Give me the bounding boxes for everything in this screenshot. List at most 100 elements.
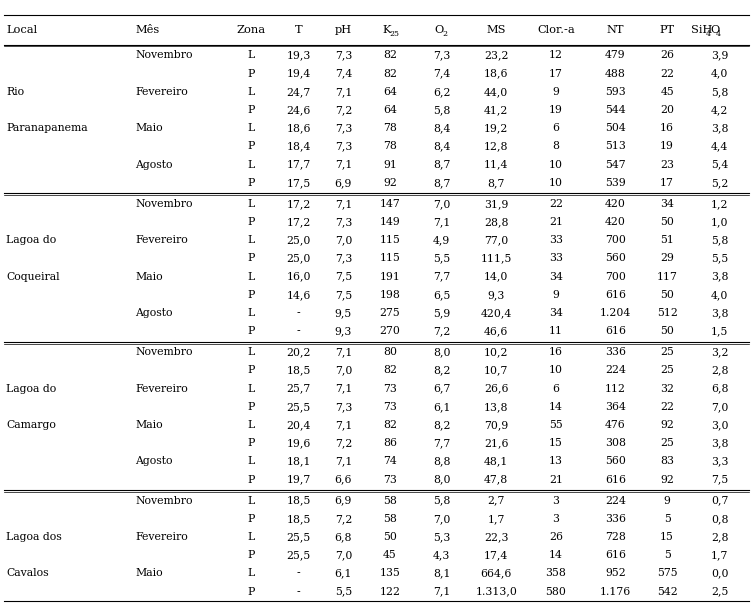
- Text: 8,2: 8,2: [433, 420, 451, 430]
- Text: Zona: Zona: [237, 25, 266, 35]
- Text: 10,7: 10,7: [484, 365, 508, 376]
- Text: 9,5: 9,5: [335, 308, 352, 318]
- Text: 1,7: 1,7: [487, 514, 505, 524]
- Text: 575: 575: [657, 569, 677, 578]
- Text: 22: 22: [660, 402, 674, 412]
- Text: 9: 9: [664, 495, 671, 506]
- Text: 476: 476: [605, 420, 626, 430]
- Text: 91: 91: [383, 160, 397, 169]
- Text: 32: 32: [660, 384, 674, 394]
- Text: P: P: [247, 402, 255, 412]
- Text: 16,0: 16,0: [286, 272, 311, 282]
- Text: Agosto: Agosto: [135, 308, 173, 318]
- Text: 7,1: 7,1: [335, 199, 352, 209]
- Text: 7,3: 7,3: [335, 50, 352, 60]
- Text: 14,6: 14,6: [286, 290, 311, 300]
- Text: 7,5: 7,5: [335, 272, 352, 282]
- Text: 616: 616: [605, 290, 626, 300]
- Text: -: -: [297, 326, 300, 336]
- Text: 58: 58: [383, 495, 397, 506]
- Text: 73: 73: [383, 384, 397, 394]
- Text: 26,6: 26,6: [484, 384, 508, 394]
- Text: -: -: [297, 308, 300, 318]
- Text: 6,9: 6,9: [335, 495, 352, 506]
- Text: 31,9: 31,9: [484, 199, 508, 209]
- Text: 12: 12: [549, 50, 562, 60]
- Text: 5,9: 5,9: [433, 308, 451, 318]
- Text: 117: 117: [656, 272, 677, 282]
- Text: Maio: Maio: [135, 272, 163, 282]
- Text: 25: 25: [660, 365, 674, 376]
- Text: 2,5: 2,5: [711, 587, 728, 597]
- Text: 19: 19: [549, 105, 562, 115]
- Text: 24,6: 24,6: [286, 105, 311, 115]
- Text: 7,5: 7,5: [335, 290, 352, 300]
- Text: P: P: [247, 290, 255, 300]
- Text: 19,7: 19,7: [287, 475, 311, 485]
- Text: 3,8: 3,8: [711, 123, 728, 133]
- Text: 115: 115: [379, 253, 400, 263]
- Text: 23: 23: [660, 160, 674, 169]
- Text: 73: 73: [383, 475, 397, 485]
- Text: 8,7: 8,7: [433, 160, 451, 169]
- Text: 7,3: 7,3: [335, 402, 352, 412]
- Text: 14,0: 14,0: [484, 272, 508, 282]
- Text: 7,0: 7,0: [433, 514, 451, 524]
- Text: P: P: [247, 178, 255, 188]
- Text: 50: 50: [383, 532, 397, 542]
- Text: 47,8: 47,8: [484, 475, 508, 485]
- Text: 952: 952: [605, 569, 626, 578]
- Text: 19,6: 19,6: [286, 438, 311, 448]
- Text: 115: 115: [379, 235, 400, 245]
- Text: 7,2: 7,2: [433, 326, 451, 336]
- Text: O: O: [710, 25, 719, 35]
- Text: 7,1: 7,1: [335, 384, 352, 394]
- Text: 3,0: 3,0: [711, 420, 728, 430]
- Text: 64: 64: [383, 105, 397, 115]
- Text: L: L: [247, 235, 255, 245]
- Text: 17: 17: [549, 68, 562, 79]
- Text: Camargo: Camargo: [6, 420, 56, 430]
- Text: 8,4: 8,4: [433, 142, 451, 151]
- Text: 0,8: 0,8: [711, 514, 728, 524]
- Text: P: P: [247, 68, 255, 79]
- Text: 18,5: 18,5: [286, 514, 311, 524]
- Text: 135: 135: [379, 569, 400, 578]
- Text: 14: 14: [549, 551, 562, 560]
- Text: P: P: [247, 217, 255, 227]
- Text: 7,2: 7,2: [335, 105, 352, 115]
- Text: 7,3: 7,3: [433, 50, 451, 60]
- Text: O: O: [435, 25, 444, 35]
- Text: 19,3: 19,3: [286, 50, 311, 60]
- Text: 7,0: 7,0: [711, 402, 728, 412]
- Text: 275: 275: [380, 308, 400, 318]
- Text: 5: 5: [664, 551, 671, 560]
- Text: 9,3: 9,3: [487, 290, 505, 300]
- Text: Agosto: Agosto: [135, 456, 173, 466]
- Text: 55: 55: [549, 420, 562, 430]
- Text: Novembro: Novembro: [135, 50, 192, 60]
- Text: 0,7: 0,7: [711, 495, 728, 506]
- Text: 5,8: 5,8: [711, 235, 728, 245]
- Text: 3,3: 3,3: [711, 456, 728, 466]
- Text: 7,3: 7,3: [335, 142, 352, 151]
- Text: 11,4: 11,4: [484, 160, 508, 169]
- Text: L: L: [247, 50, 255, 60]
- Text: Agosto: Agosto: [135, 160, 173, 169]
- Text: 8,0: 8,0: [433, 347, 451, 358]
- Text: K: K: [382, 25, 391, 35]
- Text: 7,0: 7,0: [335, 235, 352, 245]
- Text: 34: 34: [549, 308, 562, 318]
- Text: 3,8: 3,8: [711, 308, 728, 318]
- Text: 7,3: 7,3: [335, 217, 352, 227]
- Text: 18,1: 18,1: [286, 456, 311, 466]
- Text: 3,2: 3,2: [711, 347, 728, 358]
- Text: 149: 149: [380, 217, 400, 227]
- Text: 2,8: 2,8: [711, 532, 728, 542]
- Text: Coqueiral: Coqueiral: [6, 272, 59, 282]
- Text: 560: 560: [605, 253, 626, 263]
- Text: 77,0: 77,0: [484, 235, 508, 245]
- Text: 25: 25: [660, 438, 674, 448]
- Text: Novembro: Novembro: [135, 495, 192, 506]
- Text: 28,8: 28,8: [484, 217, 508, 227]
